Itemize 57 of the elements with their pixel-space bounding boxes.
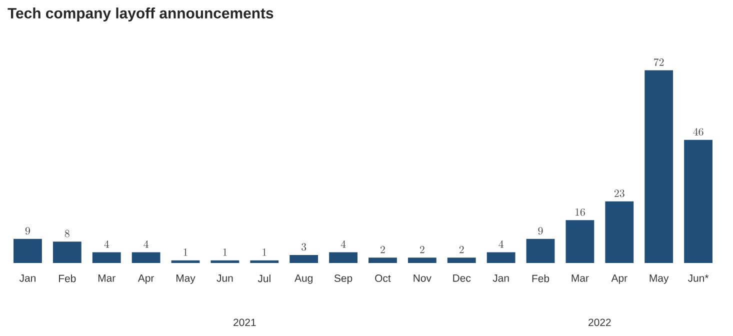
x-tick-label: Dec (453, 274, 471, 282)
x-tick-label: Oct (375, 274, 391, 282)
x-tick-label: Aug (294, 274, 312, 284)
data-label: 1 (223, 248, 227, 256)
bar (408, 258, 436, 263)
data-label: 1 (184, 248, 188, 256)
x-tick-label: Jan (19, 274, 36, 282)
bar (644, 70, 674, 263)
text: 2021 (234, 318, 256, 326)
bar (526, 238, 555, 263)
bar (605, 201, 634, 263)
x-tick-label: Sep (334, 274, 352, 284)
bar (52, 242, 82, 263)
data-label: 2 (420, 246, 424, 254)
data-label: 4 (104, 240, 110, 248)
chart-title: Tech company layoff announcements (8, 8, 274, 22)
data-label: 4 (498, 240, 504, 248)
data-label: 23 (614, 190, 624, 198)
x-tick-label: May (176, 274, 196, 284)
x-tick-label: Feb (59, 274, 76, 282)
bar (290, 254, 318, 263)
x-tick-label: Nov (414, 274, 432, 282)
x-tick-label: Apr (138, 274, 154, 284)
data-label: 4 (144, 240, 148, 248)
data-label: 1 (262, 248, 266, 256)
x-tick-label: Jun* (688, 274, 709, 282)
data-label: 3 (302, 243, 306, 251)
bar (132, 252, 160, 263)
x-tick-label: Apr (611, 274, 628, 284)
data-label: 16 (575, 208, 585, 216)
x-tick-label: Mar (572, 274, 589, 282)
bar (486, 252, 516, 263)
data-label: 2 (459, 246, 464, 254)
data-label: 72 (654, 58, 664, 66)
bar (368, 258, 397, 263)
x-tick-label: Jan (492, 274, 509, 282)
data-label: 4 (340, 240, 346, 248)
bar (329, 252, 358, 263)
x-tick-label: Jul (258, 274, 270, 282)
data-label: 9 (538, 227, 543, 235)
bar (566, 220, 594, 263)
x-tick-label: Jun (216, 274, 233, 282)
text: 2022 (588, 318, 611, 326)
data-label: 9 (25, 227, 30, 235)
bar (14, 238, 42, 263)
data-label: 2 (380, 246, 385, 254)
data-label: 46 (693, 128, 704, 136)
data-label: 8 (64, 230, 70, 238)
x-tick-label: May (650, 274, 669, 284)
bar (210, 260, 240, 263)
bar (447, 258, 476, 263)
bar (92, 252, 121, 263)
bar (684, 140, 712, 263)
x-tick-label: Mar (98, 274, 116, 282)
bar (250, 260, 279, 263)
x-tick-label: Feb (532, 274, 550, 282)
bar (171, 260, 200, 263)
